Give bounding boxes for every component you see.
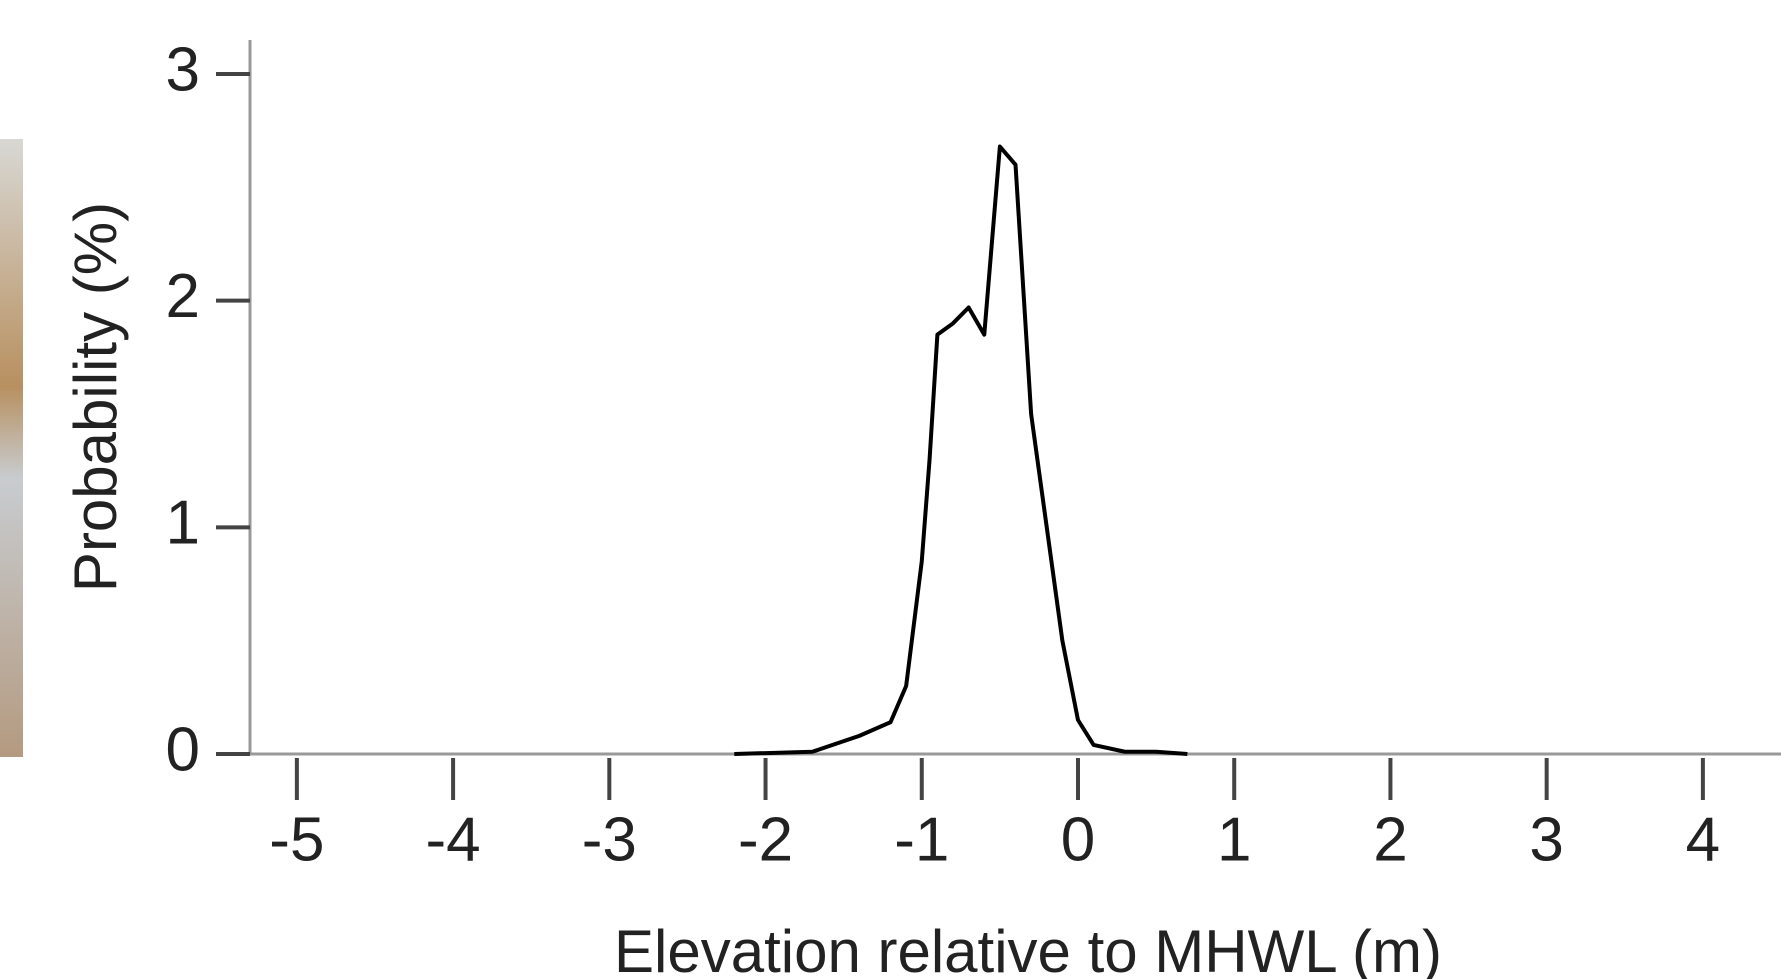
- x-tick-label: -3: [582, 805, 637, 874]
- x-tick-label: 4: [1686, 805, 1720, 874]
- y-tick-label: 1: [166, 489, 200, 558]
- y-tick-label: 2: [166, 262, 200, 331]
- x-tick-label: 3: [1529, 805, 1563, 874]
- photo-strip: [0, 139, 23, 757]
- data-line: [734, 144, 1188, 756]
- x-tick-label: 2: [1373, 805, 1407, 874]
- x-tick-label: 0: [1061, 805, 1095, 874]
- x-tick-label: -5: [269, 805, 324, 874]
- x-tick-label: -1: [894, 805, 949, 874]
- y-axis-label: Probability (%): [62, 202, 129, 592]
- y-tick-label: 3: [166, 35, 200, 104]
- x-tick-label: -2: [738, 805, 793, 874]
- y-tick-label: 0: [166, 715, 200, 784]
- x-tick-label: 1: [1217, 805, 1251, 874]
- x-tick-label: -4: [426, 805, 481, 874]
- x-axis-label: Elevation relative to MHWL (m): [614, 918, 1442, 979]
